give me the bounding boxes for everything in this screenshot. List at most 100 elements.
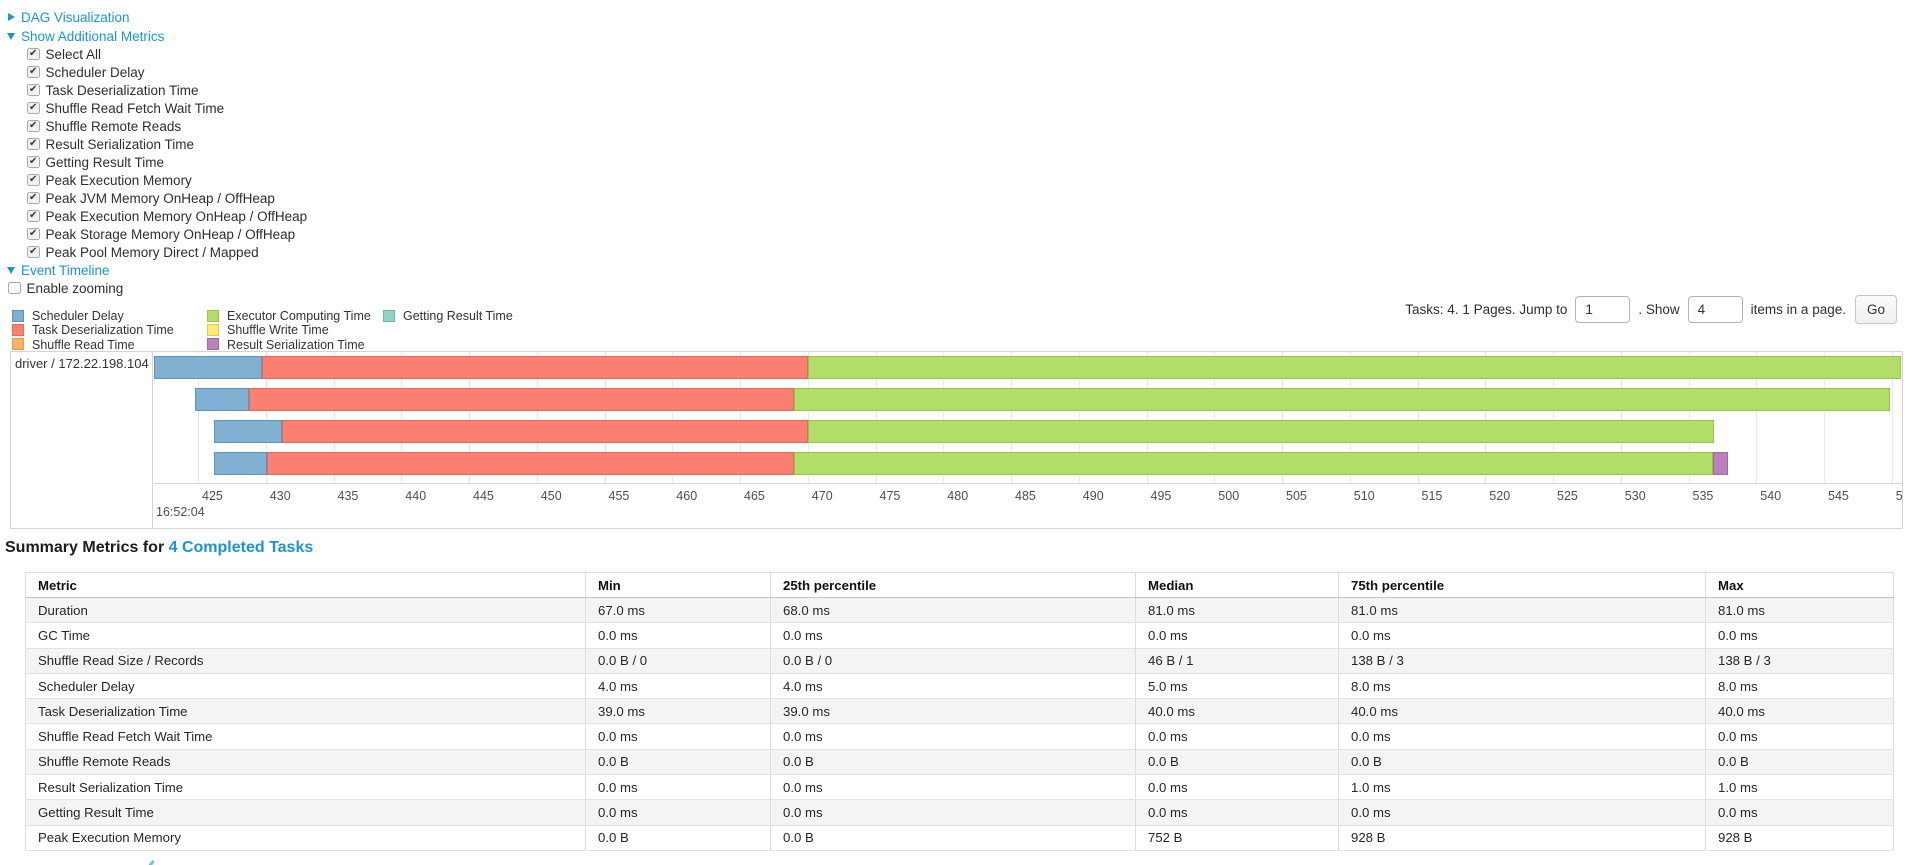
table-row-gc-time: GC Time 0.0 ms 0.0 ms 0.0 ms 0.0 ms 0.0 ms [25,622,1894,649]
show-additional-metrics-toggle[interactable]: Show Additional Metrics [7,27,164,45]
metric-checkbox[interactable]: ✔ [27,227,40,241]
metric-checkbox[interactable]: ✔ [27,83,40,97]
axis-tick-label: 450 [540,489,562,503]
metric-checkbox[interactable]: ✔ [27,245,40,259]
metric-option-scheduler-delay[interactable]: ✔ Scheduler Delay [27,63,145,81]
metric-checkbox[interactable]: ✔ [27,101,40,115]
task-0-task-deserialization-segment[interactable] [261,356,808,379]
event-timeline-toggle[interactable]: Event Timeline [7,261,110,279]
axis-tick-label: 430 [269,489,291,503]
task-0-scheduler-delay-segment[interactable] [154,356,262,379]
legend-column: Executor Computing Time Shuffle Write Tim… [207,309,371,352]
axis-tick-label: 515 [1421,489,1443,503]
task-3-scheduler-delay-segment[interactable] [214,452,268,475]
metric-name-cell: Shuffle Read Fetch Wait Time [25,723,586,750]
metric-checkbox-label: Task Deserialization Time [45,82,199,98]
axis-tick-label: 545 [1828,489,1849,503]
metric-value-cell: 0.0 B [1338,749,1706,776]
chevron-right-icon [8,13,15,21]
jump-to-page-input[interactable] [1575,295,1631,323]
summary-title-prefix: Summary Metrics for [5,539,169,556]
metric-name-cell: Shuffle Read Size / Records [25,648,586,674]
metric-value-cell: 0.0 ms [585,799,771,826]
show-additional-metrics-link[interactable]: Show Additional Metrics [21,28,165,44]
metric-option-shuffle-read-fetch-wait-time[interactable]: ✔ Shuffle Read Fetch Wait Time [27,99,224,117]
task-pagination: Tasks: 4. 1 Pages. Jump to . Show items … [1405,294,1897,324]
metric-value-cell: 0.0 ms [1705,799,1894,826]
metric-checkbox[interactable]: ✔ [27,119,40,133]
axis-tick-label: 445 [473,489,494,503]
task-1-scheduler-delay-segment[interactable] [195,387,249,411]
table-row-shuffle-read-size-records: Shuffle Read Size / Records 0.0 B / 0 0.0 … [25,648,1894,674]
metric-option-result-serialization-time[interactable]: ✔ Result Serialization Time [27,135,194,153]
metric-checkbox[interactable]: ✔ [27,173,40,187]
metric-value-cell: 8.0 ms [1338,673,1706,700]
summary-metrics-table: Metric Min 25th percentile Median 75th perce… [25,572,1894,851]
enable-zooming-checkbox[interactable] [8,281,21,295]
metric-value-cell: 67.0 ms [585,597,771,624]
go-button[interactable]: Go [1854,294,1897,324]
axis-tick-label: 485 [1015,489,1036,503]
dag-visualization-toggle[interactable]: DAG Visualization [8,8,130,26]
tasks-count-text: Tasks: 4. 1 Pages. Jump to [1405,301,1568,317]
axis-gridline [469,352,470,483]
metric-option-peak-execution-memory[interactable]: ✔ Peak Execution Memory [27,171,192,189]
metric-checkbox[interactable]: ✔ [27,47,40,61]
metric-option-peak-execution-memory-onheap-offheap[interactable]: ✔ Peak Execution Memory OnHeap / OffHeap [27,207,307,225]
metric-checkbox[interactable]: ✔ [27,137,40,151]
metric-checkbox-label: Peak JVM Memory OnHeap / OffHeap [45,190,275,206]
legend-label: Scheduler Delay [32,309,124,323]
metric-option-shuffle-remote-reads[interactable]: ✔ Shuffle Remote Reads [27,117,181,135]
timeline-plot-area: 16:52:04 425 430 435 440 445 450 455 460 465 470 4… [154,352,1902,528]
task-2-task-deserialization-segment[interactable] [282,420,808,443]
axis-gridline [1824,352,1825,483]
executor-host-label: driver / 172.22.198.104 [15,356,149,371]
metric-option-select-all[interactable]: ✔ Select All [27,45,101,63]
metric-option-peak-storage-memory-onheap-offheap[interactable]: ✔ Peak Storage Memory OnHeap / OffHeap [27,225,295,243]
metric-value-cell: 4.0 ms [770,673,1136,700]
metric-checkbox-label: Peak Storage Memory OnHeap / OffHeap [45,226,296,242]
axis-gridline [1282,352,1283,483]
axis-tick-label: 495 [1150,489,1172,503]
metric-name-cell: Result Serialization Time [25,774,586,801]
event-timeline-link[interactable]: Event Timeline [21,262,110,278]
metric-value-cell: 0.0 ms [770,774,1136,801]
metric-value-cell: 1.0 ms [1705,774,1894,801]
axis-tick-label: 505 [1286,489,1307,503]
task-3-task-deserialization-segment[interactable] [267,452,795,475]
task-1-task-deserialization-segment[interactable] [248,387,795,411]
metric-checkbox-label: Select All [45,46,102,62]
metric-value-cell: 0.0 ms [585,723,771,750]
metric-option-getting-result-time[interactable]: ✔ Getting Result Time [27,153,164,171]
metric-option-peak-pool-memory-direct-mapped[interactable]: ✔ Peak Pool Memory Direct / Mapped [27,243,259,261]
metric-value-cell: 0.0 ms [770,799,1136,826]
axis-gridline [1688,352,1690,483]
enable-zooming-option[interactable]: Enable zooming [8,279,123,297]
legend-item-result-serialization: Result Serialization Time [207,338,371,352]
metric-value-cell: 0.0 ms [770,622,1136,649]
task-2-scheduler-delay-segment[interactable] [214,420,282,443]
metric-option-peak-jvm-memory-onheap-offheap[interactable]: ✔ Peak JVM Memory OnHeap / OffHeap [27,189,275,207]
task-3-executor-computing-segment[interactable] [794,452,1713,475]
task-3-result-serialization-segment[interactable] [1712,452,1728,475]
legend-item-getting-result: Getting Result Time [383,309,513,323]
task-1-executor-computing-segment[interactable] [794,387,1891,411]
dag-visualization-link[interactable]: DAG Visualization [21,9,130,25]
metric-checkbox-label: Peak Pool Memory Direct / Mapped [45,244,259,260]
column-header-25th-percentile: 25th percentile [770,572,1136,598]
metric-option-task-deserialization-time[interactable]: ✔ Task Deserialization Time [27,81,199,99]
task-0-executor-computing-segment[interactable] [807,356,1902,379]
metric-value-cell: 0.0 ms [1135,774,1339,801]
axis-gridline [1756,352,1758,483]
completed-tasks-link[interactable]: 4 Completed Tasks [168,539,314,556]
metric-checkbox[interactable]: ✔ [27,191,40,205]
metric-checkbox[interactable]: ✔ [27,65,40,79]
metric-value-cell: 0.0 B / 0 [770,648,1136,674]
items-per-page-input[interactable] [1687,295,1743,323]
task-2-executor-computing-segment[interactable] [807,420,1715,443]
metric-value-cell: 8.0 ms [1705,673,1894,700]
metric-checkbox[interactable]: ✔ [27,155,40,169]
axis-tick-label: 490 [1082,489,1104,503]
metric-value-cell: 752 B [1135,825,1339,851]
metric-checkbox[interactable]: ✔ [27,209,40,223]
